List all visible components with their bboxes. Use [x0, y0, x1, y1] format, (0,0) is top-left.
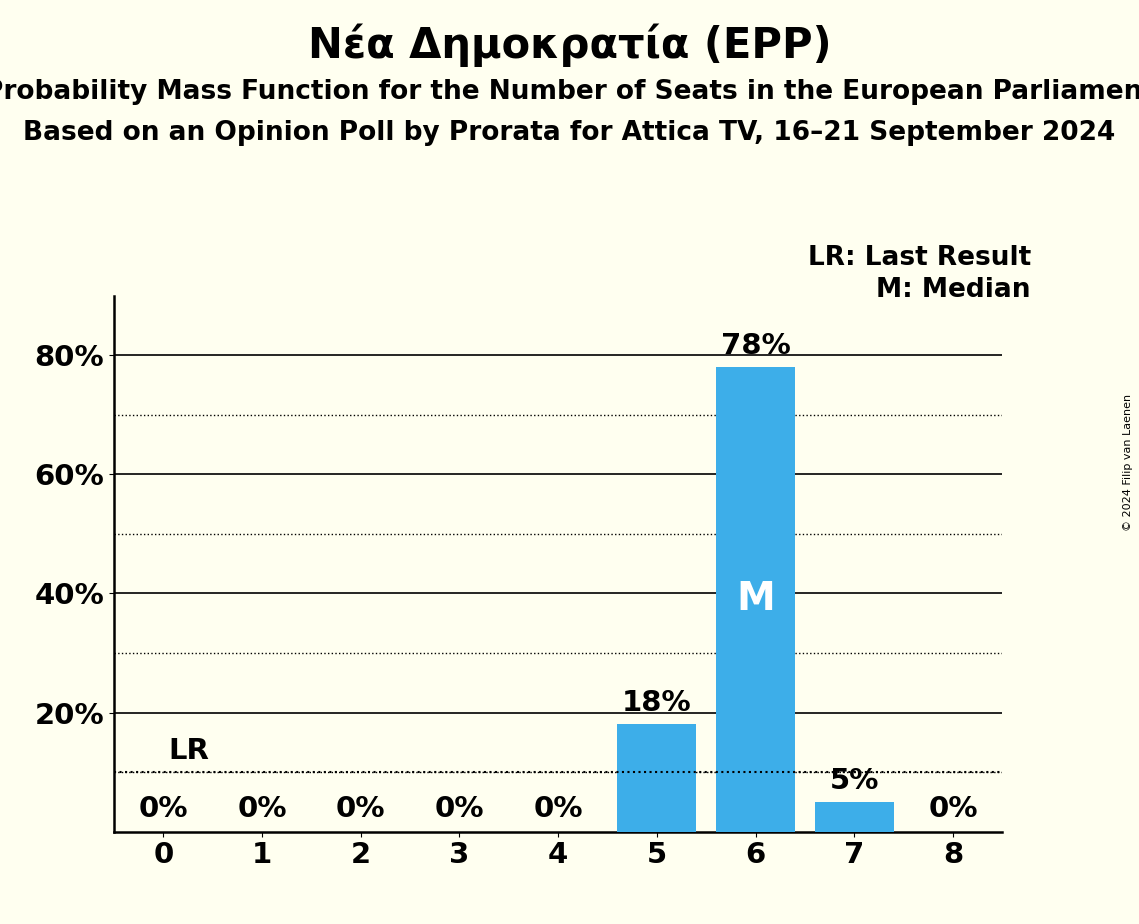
Bar [617, 724, 696, 832]
Text: 0%: 0% [237, 795, 287, 822]
Text: 0%: 0% [533, 795, 583, 822]
Text: Νέα Δημοκρατία (EPP): Νέα Δημοκρατία (EPP) [308, 23, 831, 67]
Text: M: M [736, 580, 775, 618]
Text: Based on an Opinion Poll by Prorata for Attica TV, 16–21 September 2024: Based on an Opinion Poll by Prorata for … [24, 120, 1115, 146]
Bar [814, 802, 894, 832]
Text: 0%: 0% [336, 795, 385, 822]
Text: LR: Last Result: LR: Last Result [808, 245, 1031, 271]
Text: LR: LR [169, 737, 210, 765]
Text: 0%: 0% [139, 795, 188, 822]
Text: 0%: 0% [928, 795, 977, 822]
Text: 5%: 5% [829, 767, 879, 795]
Bar [716, 367, 795, 832]
Text: © 2024 Filip van Laenen: © 2024 Filip van Laenen [1123, 394, 1133, 530]
Text: 0%: 0% [435, 795, 484, 822]
Text: M: Median: M: Median [876, 277, 1031, 303]
Text: 78%: 78% [721, 332, 790, 360]
Text: Probability Mass Function for the Number of Seats in the European Parliament: Probability Mass Function for the Number… [0, 79, 1139, 104]
Text: 18%: 18% [622, 689, 691, 717]
